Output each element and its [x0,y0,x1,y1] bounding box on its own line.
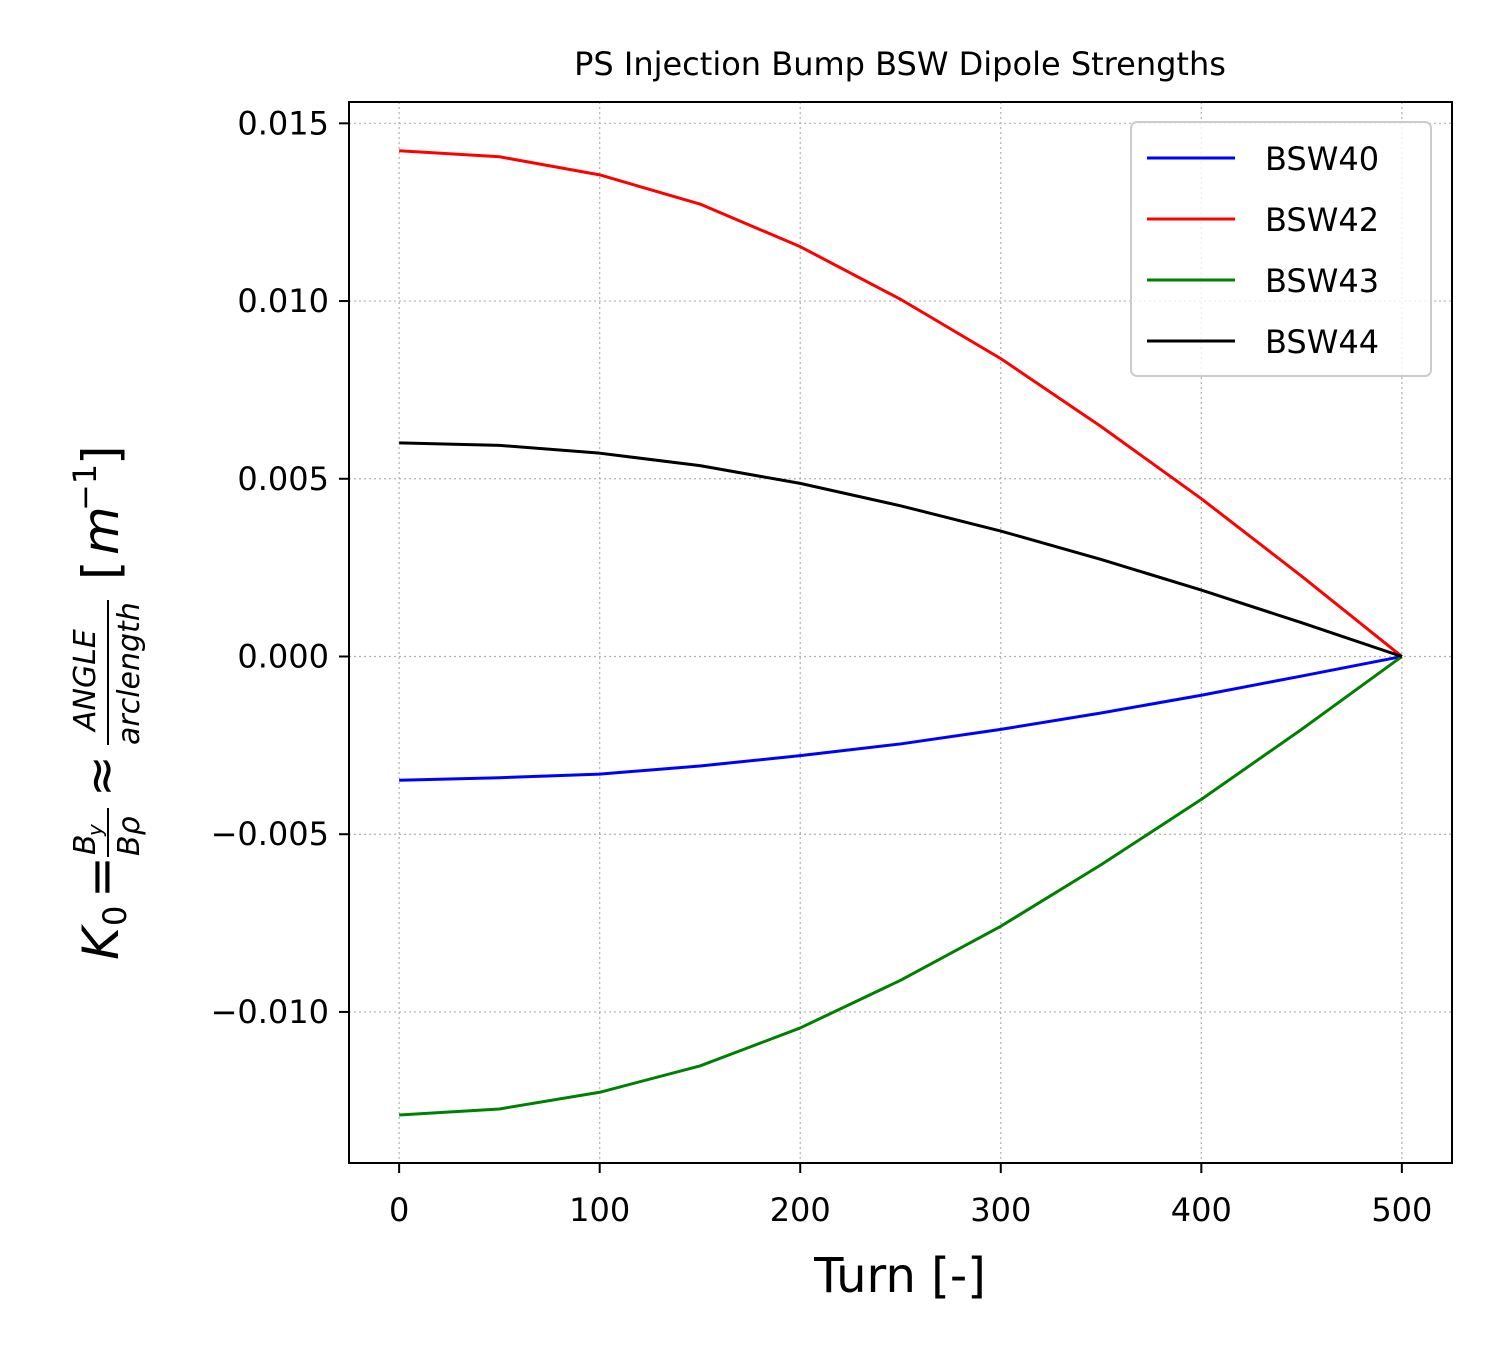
grid-lines [349,102,1452,1163]
legend: BSW40 BSW42 BSW43 BSW44 [1130,121,1432,377]
plot-frame [348,101,1453,1164]
y-label-brho: Bρ [112,816,147,856]
legend-label-bsw42: BSW42 [1265,201,1379,239]
y-label-angle: ANGLE [68,629,103,733]
y-tick-label: 0.000 [237,637,329,675]
legend-box [1130,121,1432,377]
x-tick-label: 200 [770,1191,831,1229]
y-tick-label: −0.005 [211,815,329,853]
x-tick-label: 300 [970,1191,1031,1229]
y-label-by: B [68,834,103,855]
y-label-k-sub: 0 [96,906,134,926]
y-label-unit-close: ] [72,445,130,465]
legend-label-bsw43: BSW43 [1265,262,1379,300]
y-label-arclength: arclength [112,602,147,745]
y-label-equals: = [72,856,130,898]
y-tick-label: 0.015 [237,104,329,142]
axis-ticks: 0 100 200 300 400 500 0.015 0.010 0.005 0.000 −0.0… [211,104,1433,1229]
y-label-k: K [72,923,130,960]
x-axis-label: Turn [-] [813,1248,986,1304]
y-tick-label: −0.010 [211,993,329,1031]
legend-label-bsw44: BSW44 [1265,323,1379,361]
series-line-bsw40 [399,655,1403,782]
x-tick-label: 0 [389,1191,409,1229]
y-label-approx: ≈ [72,755,130,797]
series-lines [399,149,1403,1117]
series-line-bsw43 [399,655,1403,1117]
legend-label-bsw40: BSW40 [1265,140,1379,178]
series-line-bsw44 [399,441,1403,658]
y-label-unit-m: m [72,506,130,555]
y-label-unit-exp: −1 [66,464,104,511]
x-tick-label: 100 [569,1191,630,1229]
y-tick-label: 0.005 [237,460,329,498]
x-tick-label: 400 [1171,1191,1232,1229]
y-label-unit-open: [ [72,560,130,580]
chart-title: PS Injection Bump BSW Dipole Strengths [574,45,1226,83]
series-line-bsw42 [399,149,1403,658]
y-axis-label: K 0 = B y Bρ ≈ ANGLE arclength [ m −1 ] [66,445,147,960]
y-tick-label: 0.010 [237,282,329,320]
y-label-by-sub: y [83,823,107,837]
x-tick-label: 500 [1371,1191,1432,1229]
